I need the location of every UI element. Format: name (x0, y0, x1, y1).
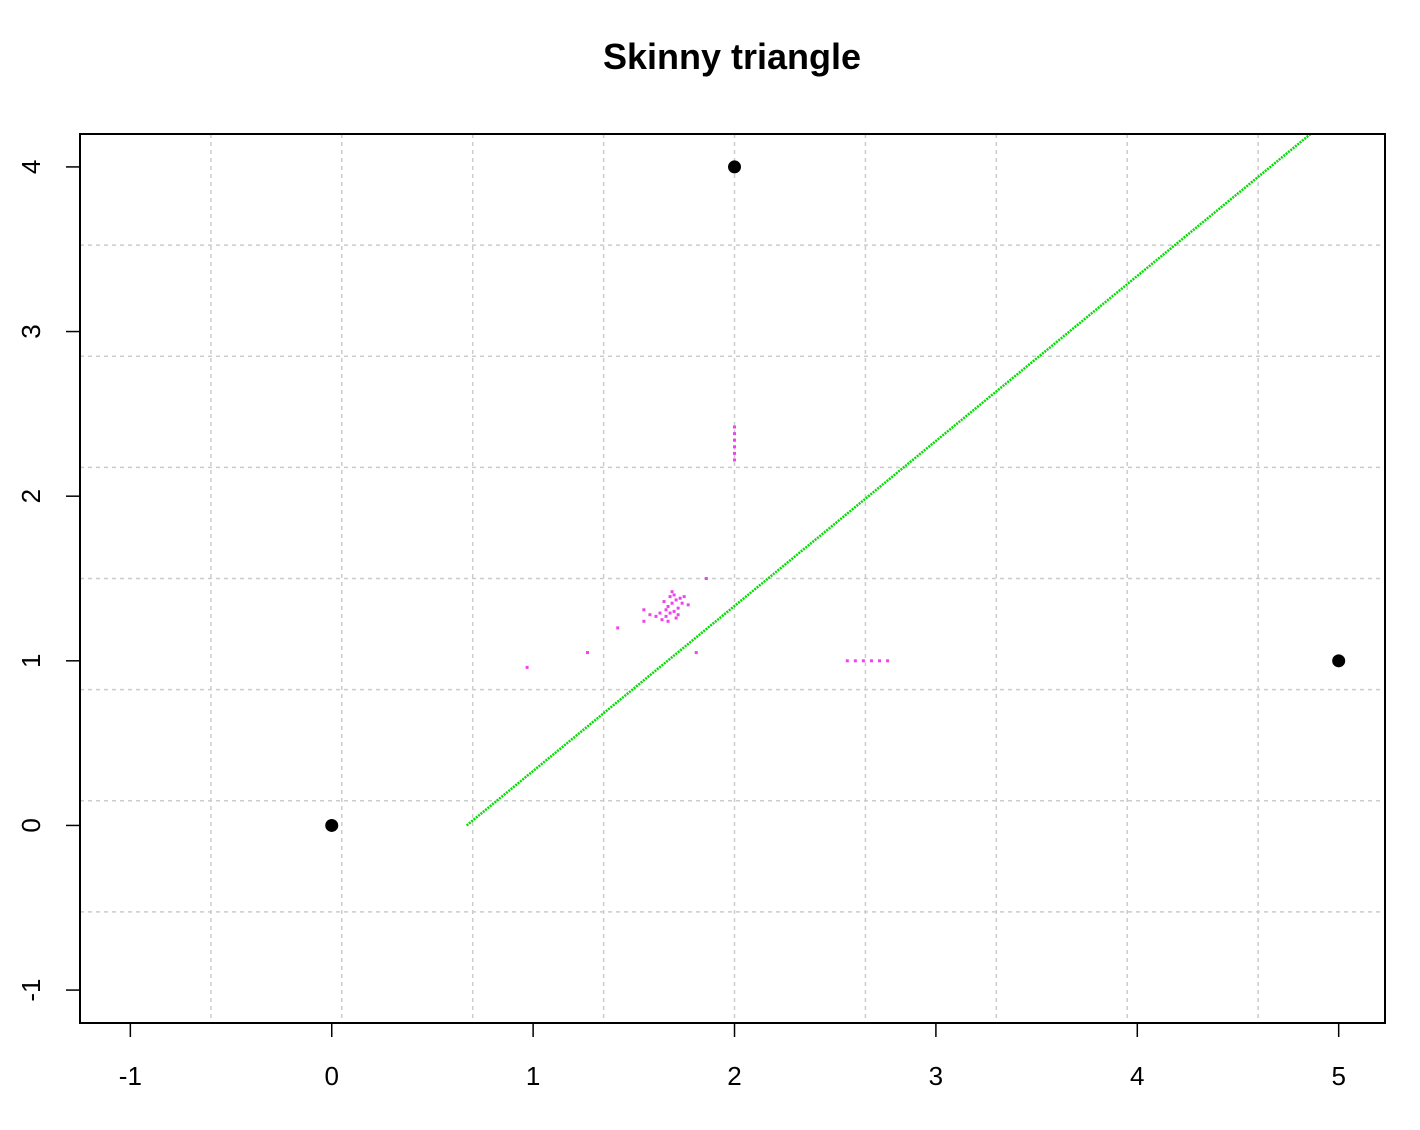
magenta-point (853, 659, 857, 663)
magenta-point (861, 659, 865, 663)
x-tick-label: 4 (1130, 1061, 1144, 1091)
magenta-point (586, 651, 589, 655)
magenta-point (660, 618, 664, 622)
y-tick-label: 0 (16, 818, 46, 832)
triangle-vertex-point (1332, 654, 1346, 668)
magenta-point (616, 626, 620, 630)
magenta-point (733, 458, 737, 462)
magenta-point (648, 613, 652, 617)
magenta-point (674, 616, 678, 620)
triangle-vertex-point (728, 160, 742, 174)
magenta-point (672, 609, 676, 613)
x-axis: -1 0 1 2 3 4 5 (119, 1022, 1346, 1091)
grid-lines (80, 133, 1385, 1023)
magenta-point (686, 603, 690, 607)
chart-title: Skinny triangle (602, 36, 862, 77)
y-tick-label: 1 (16, 654, 46, 668)
magenta-point (664, 608, 668, 612)
magenta-point (674, 598, 678, 602)
magenta-point (886, 659, 890, 663)
magenta-point (668, 595, 672, 599)
x-tick-label: 2 (727, 1061, 741, 1091)
magenta-point (682, 595, 686, 599)
y-tick-label: 4 (16, 160, 46, 174)
magenta-point (658, 611, 662, 615)
magenta-point (704, 577, 708, 580)
magenta-point (670, 601, 674, 605)
magenta-point (733, 432, 737, 436)
magenta-point (670, 590, 674, 594)
magenta-point (525, 665, 529, 669)
magenta-point (672, 593, 676, 597)
magenta-point (733, 425, 737, 429)
magenta-point (642, 608, 646, 612)
magenta-point (662, 600, 666, 604)
magenta-point (733, 445, 737, 449)
magenta-point (678, 596, 682, 600)
x-tick-label: 1 (526, 1061, 540, 1091)
x-tick-label: 3 (929, 1061, 943, 1091)
magenta-point (676, 613, 680, 617)
triangle-vertex-point (325, 818, 339, 832)
x-tick-label: 0 (325, 1061, 339, 1091)
magenta-point (694, 651, 698, 655)
magenta-point (654, 614, 658, 618)
green-line (465, 133, 1312, 827)
magenta-point (869, 659, 873, 663)
y-tick-label: 2 (16, 489, 46, 503)
magenta-point (733, 438, 737, 442)
y-axis: -1 0 1 2 3 4 (16, 160, 81, 1002)
y-tick-label: 3 (16, 324, 46, 338)
magenta-point (680, 601, 684, 605)
magenta-point (733, 451, 737, 455)
y-tick-label: -1 (16, 979, 46, 1002)
magenta-point (642, 619, 646, 623)
magenta-point (845, 659, 849, 663)
x-tick-label: 5 (1331, 1061, 1345, 1091)
magenta-point (878, 659, 882, 663)
magenta-point (664, 614, 668, 618)
x-tick-label: -1 (119, 1061, 142, 1091)
magenta-point (666, 604, 670, 608)
magenta-point (676, 606, 680, 610)
data-marks (325, 133, 1346, 832)
magenta-point (668, 611, 672, 615)
magenta-point (666, 619, 670, 623)
